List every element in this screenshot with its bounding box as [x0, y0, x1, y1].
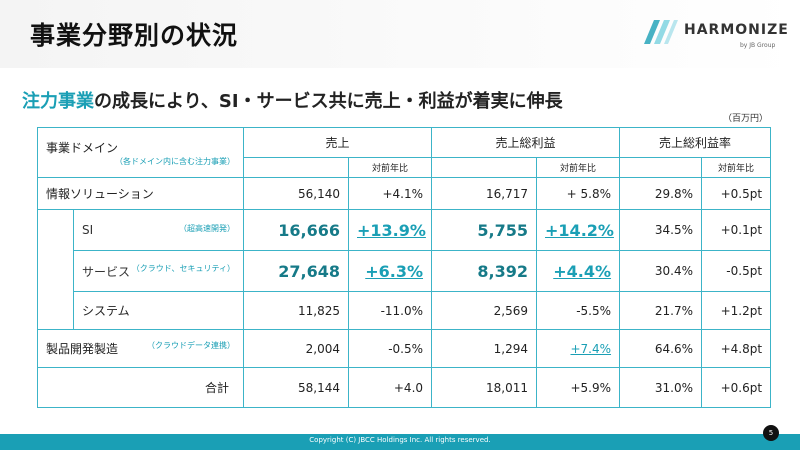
sales-value: 56,140	[243, 177, 349, 210]
table-row: 情報ソリューション 56,140 +4.1% 16,717 + 5.8% 29.…	[37, 177, 772, 210]
row-note: （超高速開発）	[179, 224, 235, 233]
logo-subtext: by JB Group	[740, 42, 776, 49]
table-row: SI （超高速開発） 16,666 +13.9% 5,755 +14.2% 34…	[37, 209, 772, 330]
row-label: SI	[82, 223, 94, 237]
gm-value: 34.5%	[619, 209, 703, 251]
total-label: 合計	[37, 367, 244, 408]
gp-value: 16,717	[431, 177, 538, 210]
domain-header: 事業ドメイン	[46, 140, 119, 155]
sales-value: 16,666	[243, 209, 349, 251]
sales-yoy-value: +4.0	[347, 367, 433, 408]
page-number: 5	[763, 425, 779, 441]
harmonize-logo: HARMONIZE by JB Group	[640, 12, 790, 64]
sales-yoy-value: +4.1%	[347, 177, 433, 210]
copyright-text: Copyright (C) JBCC Holdings Inc. All rig…	[309, 436, 491, 444]
domain-header-note: （各ドメイン内に含む注力事業）	[115, 156, 235, 166]
table-header-row: 事業ドメイン （各ドメイン内に含む注力事業） 売上 売上総利益 売上総利益率	[37, 127, 772, 178]
table-total-row: 合計 58,144 +4.0 18,011 +5.9% 31.0% +0.6pt	[37, 367, 772, 408]
gp-yoy-value: +5.9%	[536, 367, 621, 408]
subtitle-rest: の成長により、SI・サービス共に売上・利益が着実に伸長	[94, 91, 563, 112]
row-label: 情報ソリューション	[37, 177, 244, 210]
sales-value: 11,825	[243, 291, 349, 330]
page-subtitle: 注力事業の成長により、SI・サービス共に売上・利益が着実に伸長	[22, 87, 563, 113]
gp-yoy-value: +7.4%	[536, 329, 621, 368]
page-title: 事業分野別の状況	[30, 21, 239, 50]
gm-yoy-value: -0.5pt	[701, 250, 772, 292]
row-label: サービス	[82, 264, 131, 279]
row-label-cell: SI （超高速開発）	[73, 209, 244, 251]
gm-yoy-value: +1.2pt	[701, 291, 772, 330]
row-note: （クラウドデータ連携）	[147, 341, 235, 350]
table-row: 製品開発製造 （クラウドデータ連携） 2,004 -0.5% 1,294 +7.…	[37, 329, 772, 368]
sales-value: 27,648	[243, 250, 349, 292]
sales-yoy-value: +6.3%	[347, 250, 433, 292]
gp-yoy-header: 対前年比	[536, 157, 621, 178]
sales-yoy-value: -11.0%	[347, 291, 433, 330]
gp-yoy-value: -5.5%	[536, 291, 621, 330]
gm-value: 21.7%	[619, 291, 703, 330]
sales-yoy-value: -0.5%	[347, 329, 433, 368]
gp-yoy-value: +14.2%	[536, 209, 621, 251]
gm-value: 64.6%	[619, 329, 703, 368]
gp-value: 2,569	[431, 291, 538, 330]
gm-yoy-header: 対前年比	[701, 157, 772, 178]
row-label-cell: サービス （クラウド、セキュリティ）	[73, 250, 244, 292]
unit-label: （百万円）	[722, 114, 768, 124]
logo-wordmark: HARMONIZE	[684, 22, 789, 38]
gross-margin-header: 売上総利益率	[619, 127, 772, 158]
sales-value: 2,004	[243, 329, 349, 368]
segment-table: 事業ドメイン （各ドメイン内に含む注力事業） 売上 売上総利益 売上総利益率 対…	[37, 127, 772, 408]
footer-bar: Copyright (C) JBCC Holdings Inc. All rig…	[0, 434, 800, 450]
gp-value: 8,392	[431, 250, 538, 292]
gm-value: 30.4%	[619, 250, 703, 292]
gp-value: 1,294	[431, 329, 538, 368]
header-band	[0, 0, 800, 68]
row-label: システム	[73, 291, 244, 330]
sales-yoy-value: +13.9%	[347, 209, 433, 251]
gp-value: 18,011	[431, 367, 538, 408]
sales-yoy-header: 対前年比	[347, 157, 433, 178]
gm-yoy-value: +4.8pt	[701, 329, 772, 368]
gp-value: 5,755	[431, 209, 538, 251]
gm-yoy-value: +0.6pt	[701, 367, 772, 408]
table-row: サービス （クラウド、セキュリティ） 27,648 +6.3% 8,392 +4…	[38, 250, 772, 292]
gp-yoy-value: +4.4%	[536, 250, 621, 292]
sales-value: 58,144	[243, 367, 349, 408]
gm-yoy-value: +0.5pt	[701, 177, 772, 210]
row-note: （クラウド、セキュリティ）	[131, 263, 235, 273]
subtitle-highlight: 注力事業	[22, 91, 94, 112]
domain-header-cell: 事業ドメイン （各ドメイン内に含む注力事業）	[37, 127, 244, 178]
gm-value: 29.8%	[619, 177, 703, 210]
sales-header: 売上	[242, 127, 433, 158]
gp-yoy-value: + 5.8%	[536, 177, 621, 210]
harmonize-logo-mark-icon	[644, 20, 678, 44]
gm-yoy-value: +0.1pt	[701, 209, 772, 251]
row-label: 製品開発製造	[46, 342, 119, 356]
row-label-cell: 製品開発製造 （クラウドデータ連携）	[37, 329, 244, 368]
table-row: システム 11,825 -11.0% 2,569 -5.5% 21.7% +1.…	[38, 291, 772, 330]
indent-cell	[37, 209, 74, 330]
gross-profit-header: 売上総利益	[431, 127, 621, 158]
gm-value: 31.0%	[619, 367, 703, 408]
